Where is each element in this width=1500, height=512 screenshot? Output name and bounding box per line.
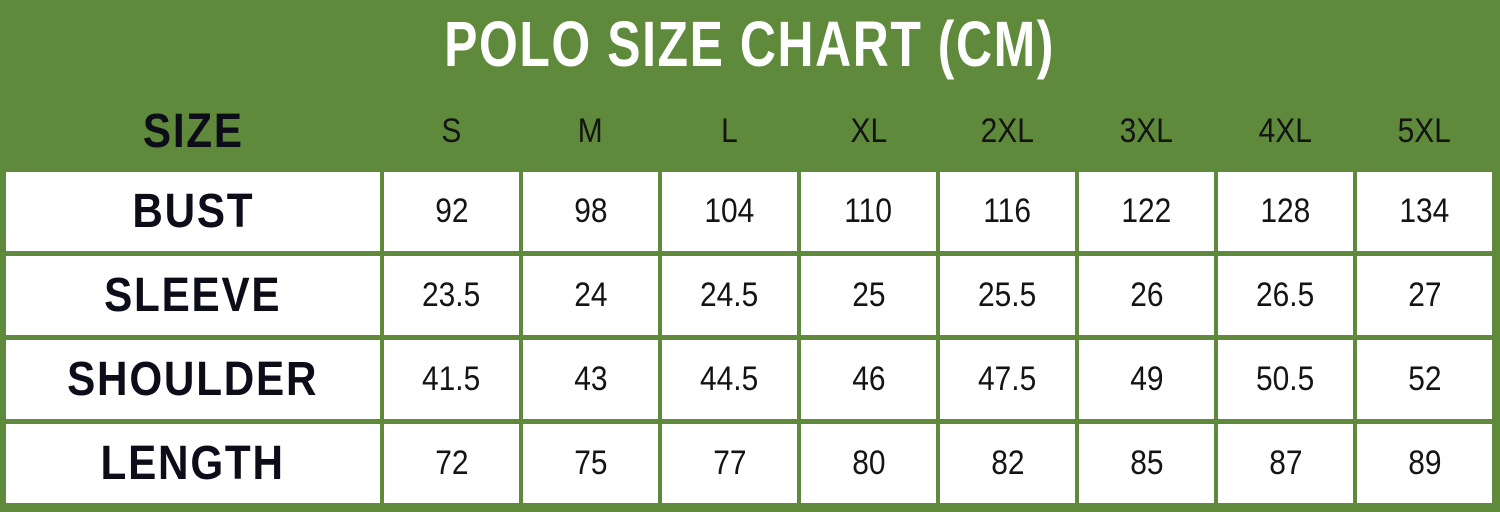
measure-value: 89 bbox=[1407, 444, 1442, 482]
measure-value: 75 bbox=[573, 444, 608, 482]
header-label: SIZE bbox=[142, 104, 244, 158]
measure-value-cell: 23.5 bbox=[384, 256, 519, 335]
measure-value-cell: 92 bbox=[384, 172, 519, 251]
measure-label-cell: SLEEVE bbox=[6, 256, 380, 335]
measure-value: 128 bbox=[1260, 192, 1311, 230]
measure-value: 50.5 bbox=[1256, 360, 1315, 398]
measure-value: 41.5 bbox=[422, 360, 481, 398]
measure-value: 52 bbox=[1407, 360, 1442, 398]
size-header: S bbox=[441, 111, 462, 150]
measure-value-cell: 110 bbox=[801, 172, 936, 251]
measure-value: 43 bbox=[573, 360, 608, 398]
measure-value-cell: 77 bbox=[662, 424, 797, 503]
measure-value: 44.5 bbox=[700, 360, 759, 398]
measure-value-cell: 87 bbox=[1218, 424, 1353, 503]
measure-value: 104 bbox=[704, 192, 755, 230]
size-header-cell: 3XL bbox=[1079, 92, 1214, 170]
measure-value: 46 bbox=[851, 360, 886, 398]
measure-value: 24 bbox=[573, 276, 608, 314]
measure-value: 110 bbox=[844, 192, 893, 230]
measure-value-cell: 41.5 bbox=[384, 340, 519, 419]
measure-value-cell: 80 bbox=[801, 424, 936, 503]
header-label-cell: SIZE bbox=[6, 92, 380, 170]
measure-value-cell: 50.5 bbox=[1218, 340, 1353, 419]
size-header: 3XL bbox=[1119, 111, 1174, 150]
measure-label-cell: LENGTH bbox=[6, 424, 380, 503]
size-header: 2XL bbox=[980, 111, 1035, 150]
measure-value: 77 bbox=[712, 444, 747, 482]
measure-value-cell: 75 bbox=[523, 424, 658, 503]
measure-value-cell: 122 bbox=[1079, 172, 1214, 251]
measure-value: 82 bbox=[990, 444, 1025, 482]
measure-value: 85 bbox=[1129, 444, 1164, 482]
measure-value-cell: 49 bbox=[1079, 340, 1214, 419]
measure-value-cell: 44.5 bbox=[662, 340, 797, 419]
measure-value-cell: 82 bbox=[940, 424, 1075, 503]
measure-value: 98 bbox=[573, 192, 608, 230]
measure-value: 134 bbox=[1399, 192, 1450, 230]
measure-value-cell: 72 bbox=[384, 424, 519, 503]
measure-value: 92 bbox=[434, 192, 469, 230]
size-header: 4XL bbox=[1258, 111, 1313, 150]
size-header: XL bbox=[850, 111, 887, 150]
measure-value: 122 bbox=[1121, 192, 1172, 230]
measure-value-cell: 104 bbox=[662, 172, 797, 251]
measure-value: 87 bbox=[1268, 444, 1303, 482]
measure-value-cell: 47.5 bbox=[940, 340, 1075, 419]
measure-value-cell: 25.5 bbox=[940, 256, 1075, 335]
measure-value-cell: 43 bbox=[523, 340, 658, 419]
measure-value: 24.5 bbox=[700, 276, 759, 314]
measure-label: BUST bbox=[131, 185, 255, 238]
measure-label-cell: BUST bbox=[6, 172, 380, 251]
measure-value: 23.5 bbox=[422, 276, 481, 314]
size-header-cell: 2XL bbox=[940, 92, 1075, 170]
size-header: 5XL bbox=[1397, 111, 1452, 150]
measure-value-cell: 24.5 bbox=[662, 256, 797, 335]
measure-value-cell: 134 bbox=[1357, 172, 1492, 251]
measure-value-cell: 128 bbox=[1218, 172, 1353, 251]
size-header-cell: 5XL bbox=[1357, 92, 1492, 170]
measure-value-cell: 26.5 bbox=[1218, 256, 1353, 335]
title-bar: POLO SIZE CHART (CM) bbox=[0, 0, 1500, 88]
measure-value-cell: 46 bbox=[801, 340, 936, 419]
measure-value-cell: 116 bbox=[940, 172, 1075, 251]
measure-value-cell: 26 bbox=[1079, 256, 1214, 335]
measure-value: 25.5 bbox=[978, 276, 1037, 314]
measure-value: 49 bbox=[1129, 360, 1164, 398]
size-header-cell: 4XL bbox=[1218, 92, 1353, 170]
measure-value: 80 bbox=[851, 444, 886, 482]
measure-label-cell: SHOULDER bbox=[6, 340, 380, 419]
measure-value-cell: 89 bbox=[1357, 424, 1492, 503]
measure-value-cell: 27 bbox=[1357, 256, 1492, 335]
title: POLO SIZE CHART (CM) bbox=[444, 8, 1056, 80]
measure-value-cell: 52 bbox=[1357, 340, 1492, 419]
measure-value: 26.5 bbox=[1256, 276, 1315, 314]
size-header: M bbox=[578, 111, 603, 150]
size-header-cell: XL bbox=[801, 92, 936, 170]
measure-value: 116 bbox=[983, 192, 1032, 230]
measure-value-cell: 25 bbox=[801, 256, 936, 335]
measure-value: 47.5 bbox=[978, 360, 1037, 398]
size-header-cell: L bbox=[662, 92, 797, 170]
measure-value-cell: 98 bbox=[523, 172, 658, 251]
size-header-cell: S bbox=[384, 92, 519, 170]
measure-value-cell: 24 bbox=[523, 256, 658, 335]
measure-value: 25 bbox=[851, 276, 886, 314]
measure-value-cell: 85 bbox=[1079, 424, 1214, 503]
measure-label: SLEEVE bbox=[104, 269, 282, 322]
measure-value: 27 bbox=[1407, 276, 1442, 314]
measure-label: SHOULDER bbox=[67, 353, 319, 406]
size-header: L bbox=[721, 111, 738, 150]
measure-value: 72 bbox=[434, 444, 469, 482]
measure-value: 26 bbox=[1129, 276, 1164, 314]
measure-label: LENGTH bbox=[100, 437, 286, 490]
size-header-cell: M bbox=[523, 92, 658, 170]
